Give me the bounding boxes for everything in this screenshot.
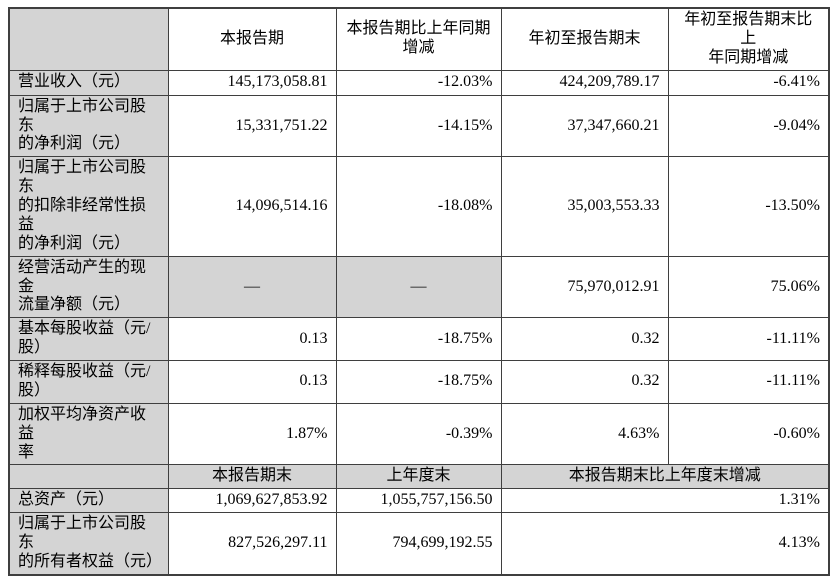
value-cell: 4.13% <box>500 512 830 576</box>
row-operating-cash-flow: 经营活动产生的现金 流量净额（元） — — 75,970,012.91 75.0… <box>8 255 830 319</box>
value-cell: 145,173,058.81 <box>167 69 337 96</box>
value-cell: 0.32 <box>500 317 669 361</box>
header-row-period-end: 本报告期末 上年度末 本报告期末比上年度末增减 <box>8 464 830 490</box>
value-cell: 35,003,553.33 <box>500 156 669 257</box>
row-weighted-roe: 加权平均净资产收益 率 1.87% -0.39% 4.63% -0.60% <box>8 402 830 466</box>
value-cell: 4.63% <box>500 402 669 466</box>
row-total-assets: 总资产（元） 1,069,627,853.92 1,055,757,156.50… <box>8 488 830 514</box>
header-ytd: 年初至报告期末 <box>500 7 669 71</box>
value-cell: 794,699,192.55 <box>335 512 502 576</box>
row-label: 基本每股收益（元/ 股） <box>8 317 169 361</box>
value-cell: 424,209,789.17 <box>500 69 669 96</box>
value-cell: -14.15% <box>335 94 502 158</box>
row-label: 归属于上市公司股东 的净利润（元） <box>8 94 169 158</box>
value-cell: -6.41% <box>667 69 830 96</box>
row-label: 归属于上市公司股东 的所有者权益（元） <box>8 512 169 576</box>
row-basic-eps: 基本每股收益（元/ 股） 0.13 -18.75% 0.32 -11.11% <box>8 317 830 361</box>
value-cell: -0.60% <box>667 402 830 466</box>
value-cell: 1,069,627,853.92 <box>167 488 337 514</box>
value-cell: 14,096,514.16 <box>167 156 337 257</box>
value-cell: -18.75% <box>335 360 502 404</box>
value-cell: 15,331,751.22 <box>167 94 337 158</box>
row-label: 经营活动产生的现金 流量净额（元） <box>8 255 169 319</box>
value-cell: -18.75% <box>335 317 502 361</box>
row-owners-equity: 归属于上市公司股东 的所有者权益（元） 827,526,297.11 794,6… <box>8 512 830 576</box>
row-label: 稀释每股收益（元/ 股） <box>8 360 169 404</box>
header-row-period: 本报告期 本报告期比上年同期 增减 年初至报告期末 年初至报告期末比上 年同期增… <box>8 7 830 71</box>
value-cell: 1,055,757,156.50 <box>335 488 502 514</box>
value-cell: 37,347,660.21 <box>500 94 669 158</box>
row-label: 营业收入（元） <box>8 69 169 96</box>
header-period-end: 本报告期末 <box>167 464 337 490</box>
value-cell: 0.32 <box>500 360 669 404</box>
value-cell: -12.03% <box>335 69 502 96</box>
row-net-profit: 归属于上市公司股东 的净利润（元） 15,331,751.22 -14.15% … <box>8 94 830 158</box>
header-current-period-yoy: 本报告期比上年同期 增减 <box>335 7 502 71</box>
value-cell: 1.31% <box>500 488 830 514</box>
corner-cell <box>8 7 169 71</box>
row-net-profit-deducted: 归属于上市公司股东 的扣除非经常性损益 的净利润（元） 14,096,514.1… <box>8 156 830 257</box>
value-cell: -13.50% <box>667 156 830 257</box>
header-prior-year-end: 上年度末 <box>335 464 502 490</box>
header-ytd-yoy: 年初至报告期末比上 年同期增减 <box>667 7 830 71</box>
value-cell: 75,970,012.91 <box>500 255 669 319</box>
value-cell: -11.11% <box>667 360 830 404</box>
row-label: 归属于上市公司股东 的扣除非经常性损益 的净利润（元） <box>8 156 169 257</box>
row-diluted-eps: 稀释每股收益（元/ 股） 0.13 -18.75% 0.32 -11.11% <box>8 360 830 404</box>
row-operating-revenue: 营业收入（元） 145,173,058.81 -12.03% 424,209,7… <box>8 69 830 96</box>
header-period-end-vs-prior: 本报告期末比上年度末增减 <box>500 464 830 490</box>
value-cell: -9.04% <box>667 94 830 158</box>
header-current-period: 本报告期 <box>167 7 337 71</box>
row-label: 加权平均净资产收益 率 <box>8 402 169 466</box>
financial-summary-table: 本报告期 本报告期比上年同期 增减 年初至报告期末 年初至报告期末比上 年同期增… <box>8 7 830 576</box>
value-cell: 75.06% <box>667 255 830 319</box>
row-label: 总资产（元） <box>8 488 169 514</box>
value-cell: 0.13 <box>167 317 337 361</box>
value-cell: -0.39% <box>335 402 502 466</box>
dash-cell: — <box>335 255 502 319</box>
corner-cell <box>8 464 169 490</box>
value-cell: 827,526,297.11 <box>167 512 337 576</box>
value-cell: 0.13 <box>167 360 337 404</box>
value-cell: -11.11% <box>667 317 830 361</box>
dash-cell: — <box>167 255 337 319</box>
value-cell: -18.08% <box>335 156 502 257</box>
value-cell: 1.87% <box>167 402 337 466</box>
